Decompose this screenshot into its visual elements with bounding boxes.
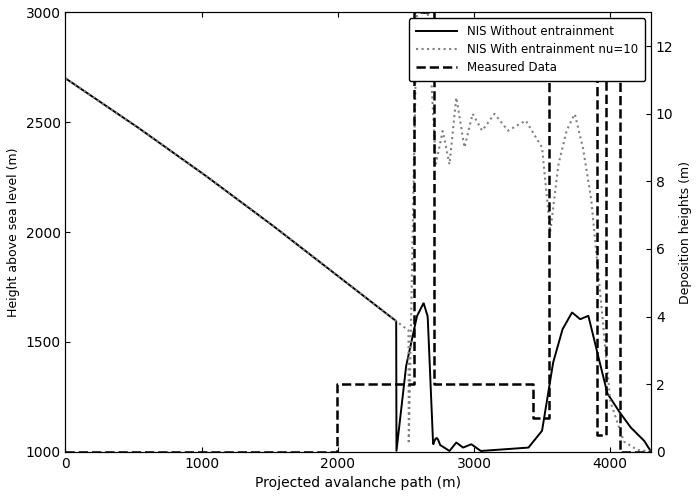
Line: NIS Without entrainment: NIS Without entrainment <box>66 79 651 452</box>
NIS With entrainment nu=10 <box>91 95 99 101</box>
Y-axis label: Deposition heights (m): Deposition heights (m) <box>679 161 692 304</box>
NIS Without entrainment <box>647 449 655 455</box>
NIS Without entrainment <box>91 95 99 101</box>
Measured Data <box>430 381 438 387</box>
NIS With entrainment nu=10 <box>62 76 70 82</box>
Measured Data <box>430 9 438 15</box>
NIS Without entrainment <box>522 445 531 451</box>
Measured Data <box>593 432 601 438</box>
Measured Data <box>621 449 629 455</box>
NIS Without entrainment <box>630 428 638 434</box>
Measured Data <box>528 381 537 387</box>
Line: NIS With entrainment nu=10: NIS With entrainment nu=10 <box>66 12 651 452</box>
Measured Data <box>528 415 537 421</box>
NIS With entrainment nu=10 <box>630 445 638 451</box>
NIS Without entrainment <box>62 76 70 82</box>
NIS With entrainment nu=10 <box>331 270 339 276</box>
X-axis label: Projected avalanche path (m): Projected avalanche path (m) <box>255 476 461 490</box>
Measured Data <box>410 381 418 387</box>
Line: Measured Data: Measured Data <box>66 12 651 452</box>
Measured Data <box>333 449 341 455</box>
NIS With entrainment nu=10 <box>647 449 655 455</box>
Measured Data <box>602 432 610 438</box>
Measured Data <box>616 77 624 83</box>
Measured Data <box>545 415 553 421</box>
Measured Data <box>616 449 624 455</box>
Measured Data <box>333 381 341 387</box>
Measured Data <box>621 449 629 455</box>
NIS With entrainment nu=10 <box>346 283 354 289</box>
Legend: NIS Without entrainment, NIS With entrainment nu=10, Measured Data: NIS Without entrainment, NIS With entrai… <box>409 18 645 81</box>
Measured Data <box>410 9 418 15</box>
Measured Data <box>593 77 601 83</box>
NIS Without entrainment <box>331 270 339 276</box>
NIS Without entrainment <box>346 283 354 289</box>
NIS With entrainment nu=10 <box>630 445 638 451</box>
Measured Data <box>647 449 655 455</box>
Measured Data <box>545 77 553 83</box>
Measured Data <box>602 77 610 83</box>
Measured Data <box>62 449 70 455</box>
NIS With entrainment nu=10 <box>523 119 531 125</box>
NIS With entrainment nu=10 <box>413 9 421 15</box>
NIS Without entrainment <box>630 427 638 433</box>
Y-axis label: Height above sea level (m): Height above sea level (m) <box>7 147 20 317</box>
